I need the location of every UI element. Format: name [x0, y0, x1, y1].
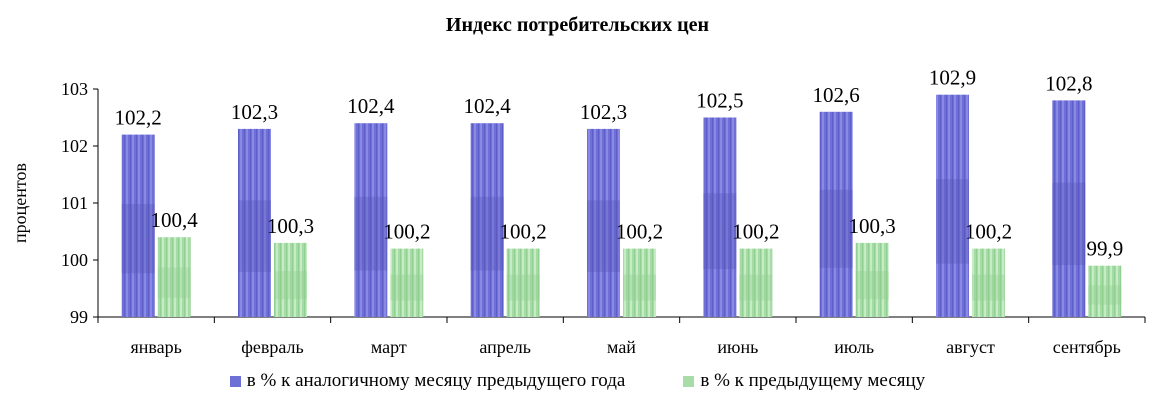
data-label: 100,4 — [151, 208, 199, 232]
data-label: 102,8 — [1045, 71, 1092, 95]
legend-label-mom: в % к предыдущему месяцу — [700, 370, 926, 391]
bar-yoy — [936, 94, 969, 317]
bar-shade — [972, 274, 1005, 301]
y-tick-label: 100 — [61, 250, 88, 270]
data-label: 100,2 — [965, 220, 1012, 244]
bar-shade — [157, 267, 191, 298]
bar-mom — [274, 242, 307, 317]
x-tick-label: июль — [834, 337, 874, 357]
bar-shade — [1088, 285, 1122, 305]
y-tick-label: 101 — [61, 193, 88, 213]
data-label: 99,9 — [1086, 237, 1123, 261]
bar-yoy — [703, 117, 737, 317]
bar-shade — [274, 271, 307, 300]
x-tick-label: март — [371, 337, 407, 357]
bar-shade — [390, 274, 424, 301]
bar-shade — [739, 274, 773, 301]
bar-shade — [506, 274, 540, 301]
data-label: 102,4 — [347, 94, 395, 118]
data-label: 100,2 — [732, 220, 779, 244]
x-tick-label: февраль — [241, 337, 304, 357]
bar-mom — [390, 248, 424, 317]
y-tick-label: 99 — [70, 307, 88, 327]
data-label: 102,9 — [929, 66, 976, 90]
bar-shade — [936, 179, 969, 264]
y-tick-label: 102 — [61, 136, 88, 156]
chart-title: Индекс потребительских цен — [445, 14, 710, 36]
bar-shade — [703, 193, 737, 270]
bar-yoy — [238, 128, 271, 317]
bar-yoy — [354, 123, 388, 317]
data-label: 102,2 — [115, 106, 162, 130]
bar-mom — [157, 237, 191, 317]
bar-shade — [121, 203, 155, 274]
data-label: 100,2 — [616, 220, 663, 244]
y-axis-label: процентов — [10, 163, 30, 243]
data-label: 102,5 — [696, 89, 743, 113]
legend-swatch-yoy — [229, 375, 241, 387]
legend: в % к аналогичному месяцу предыдущего го… — [0, 370, 1155, 392]
bar-shade — [1052, 182, 1086, 266]
bar-shade — [238, 200, 271, 272]
bar-mom — [623, 248, 656, 317]
bar-shade — [623, 274, 656, 301]
legend-label-yoy: в % к аналогичному месяцу предыдущего го… — [246, 370, 626, 391]
legend-swatch-mom — [683, 375, 695, 387]
y-tick-label: 103 — [61, 79, 88, 99]
bar-mom — [739, 248, 773, 317]
bar-yoy — [587, 128, 620, 317]
data-label: 102,6 — [813, 83, 860, 107]
data-label: 102,4 — [464, 94, 512, 118]
bar-mom — [972, 248, 1005, 317]
bar-mom — [855, 242, 889, 317]
data-label: 100,2 — [383, 220, 430, 244]
x-tick-label: август — [946, 337, 995, 357]
bar-shade — [587, 200, 620, 272]
legend-item-mom: в % к предыдущему месяцу — [683, 370, 925, 392]
x-tick-label: май — [607, 337, 636, 357]
bar-yoy — [470, 123, 504, 317]
x-tick-label: июнь — [717, 337, 758, 357]
x-tick-label: сентябрь — [1053, 337, 1121, 357]
bar-mom — [1088, 265, 1122, 317]
bar-yoy — [819, 111, 853, 317]
bar-shade — [354, 196, 388, 271]
legend-item-yoy: в % к аналогичному месяцу предыдущего го… — [229, 370, 626, 392]
x-tick-label: январь — [130, 337, 181, 357]
data-label: 100,3 — [849, 214, 896, 238]
bar-shade — [470, 196, 504, 271]
bar-mom — [506, 248, 540, 317]
data-label: 102,3 — [580, 100, 627, 124]
bar-shade — [819, 189, 853, 268]
bar-yoy — [1052, 100, 1086, 318]
data-label: 100,2 — [500, 220, 547, 244]
x-tick-label: апрель — [479, 337, 531, 357]
data-label: 102,3 — [231, 100, 278, 124]
bar-yoy — [121, 134, 155, 317]
data-label: 100,3 — [267, 214, 314, 238]
bar-shade — [855, 271, 889, 300]
